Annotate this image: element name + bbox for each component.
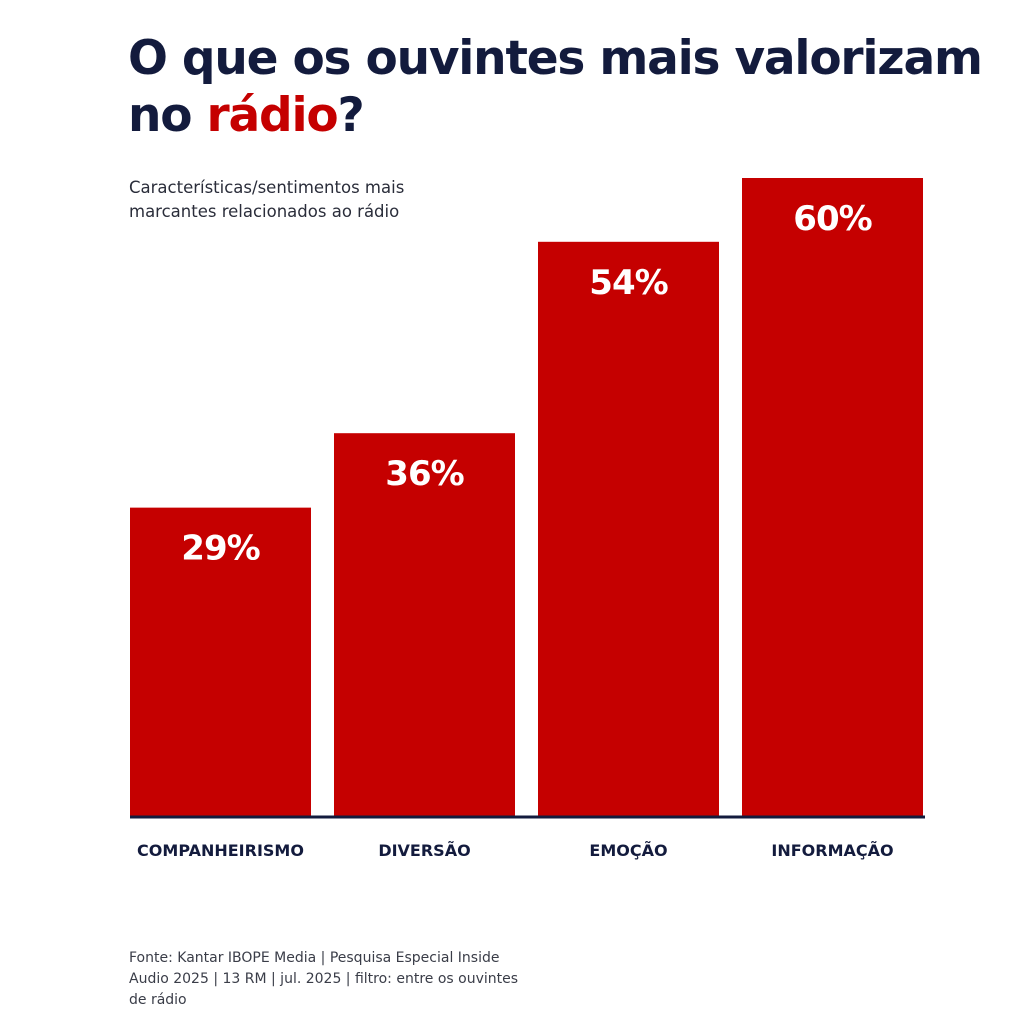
data-label-3: 54% <box>589 263 667 303</box>
chart-subtitle: Características/sentimentos mais marcant… <box>129 178 405 221</box>
title-text: O que os ouvintes mais valorizam no <box>128 31 983 143</box>
source-note: Fonte: Kantar IBOPE Media | Pesquisa Esp… <box>129 950 519 1008</box>
chart-title: O que os ouvintes mais valorizam no rádi… <box>128 30 1024 144</box>
bar-1 <box>130 507 311 816</box>
data-label-1: 29% <box>181 529 259 569</box>
category-label-2: DIVERSÃO <box>378 841 470 860</box>
title-end: ? <box>337 88 364 143</box>
category-label-3: EMOÇÃO <box>589 841 667 860</box>
bar-4 <box>742 178 923 816</box>
data-label-4: 60% <box>793 199 871 239</box>
bar-2 <box>334 433 515 816</box>
title-accent: rádio <box>206 88 339 143</box>
bar-3 <box>538 241 719 817</box>
category-label-1: COMPANHEIRISMO <box>137 841 304 860</box>
data-label-2: 36% <box>385 454 463 494</box>
category-label-4: INFORMAÇÃO <box>771 841 893 860</box>
